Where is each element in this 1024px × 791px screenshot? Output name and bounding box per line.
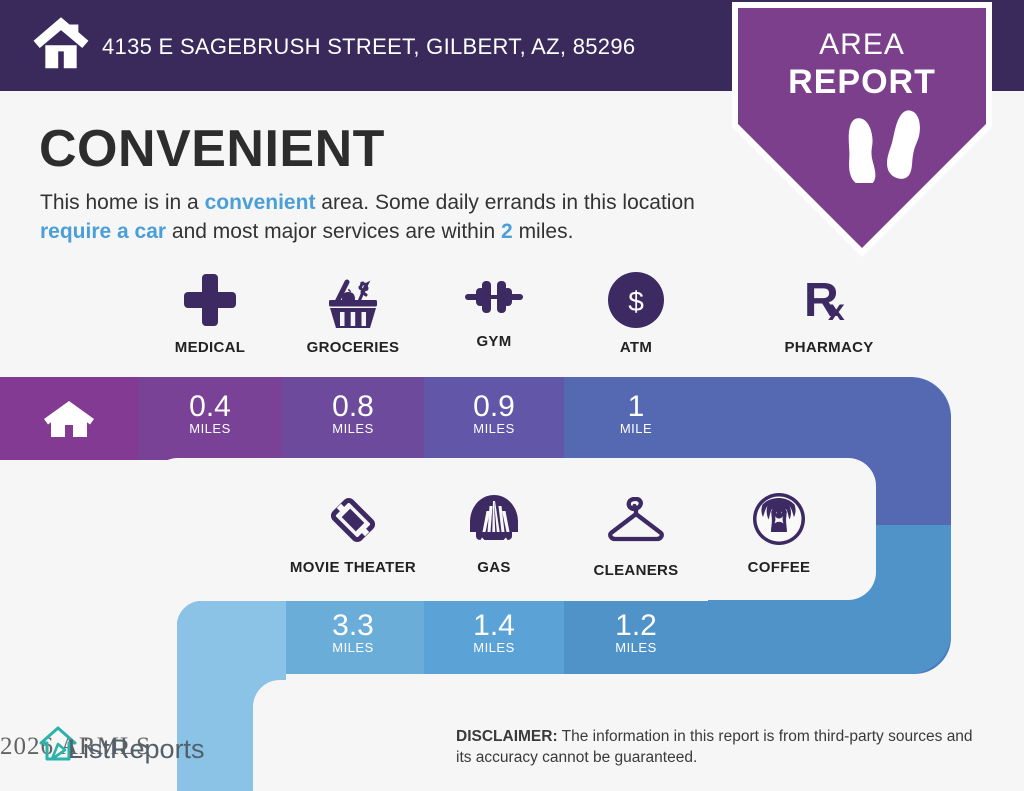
svg-text:x: x bbox=[828, 294, 845, 327]
svg-text:$: $ bbox=[628, 286, 644, 317]
